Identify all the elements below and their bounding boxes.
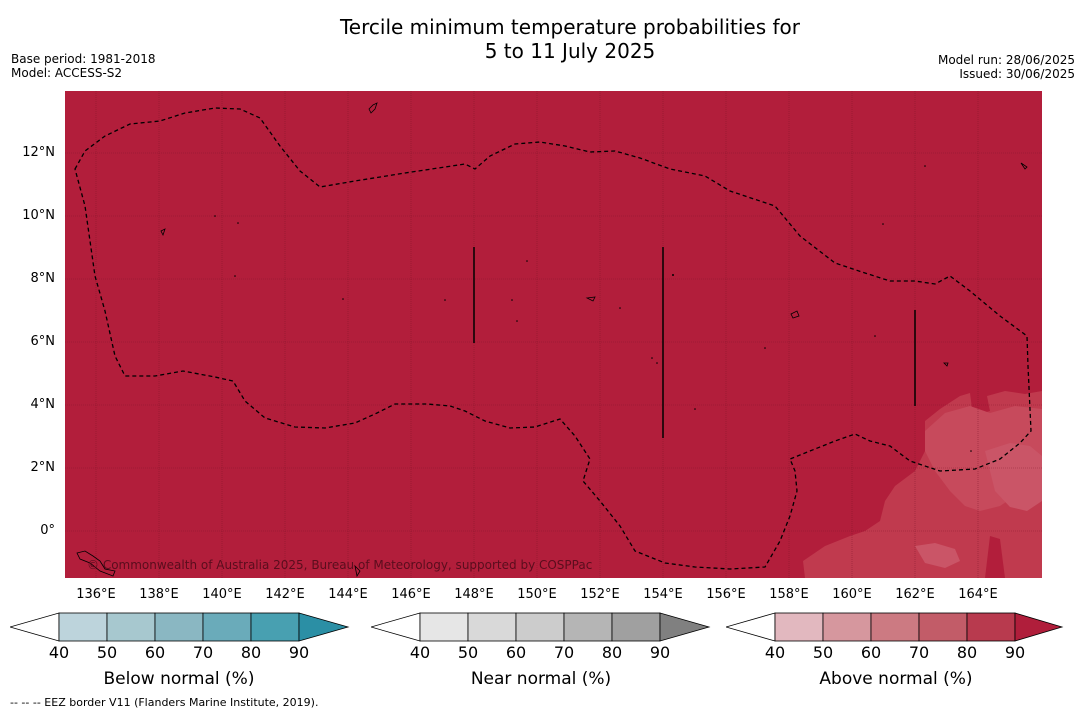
colorbar-tick: 60: [860, 643, 882, 662]
lon-label: 150°E: [517, 587, 557, 602]
forecast-map: © Commonwealth of Australia 2025, Bureau…: [65, 91, 1042, 578]
lat-label: 8°N: [30, 271, 56, 286]
colorbar-tick: 90: [288, 643, 310, 662]
colorbar-segment: [154, 612, 204, 642]
lon-label: 148°E: [454, 587, 494, 602]
colorbar-segment: [419, 612, 469, 642]
island-outlines: [76, 102, 1028, 578]
colorbar-segment: [467, 612, 517, 642]
colorbar-tick: 70: [908, 643, 930, 662]
lon-label: 164°E: [958, 587, 998, 602]
colorbar-near-normal: [371, 612, 711, 644]
lon-label: 146°E: [391, 587, 431, 602]
model-text: Model: ACCESS-S2: [11, 66, 123, 80]
lon-label: 160°E: [832, 587, 872, 602]
lon-label: 138°E: [139, 587, 179, 602]
eez-border: [74, 107, 1032, 570]
lat-label: 2°N: [30, 460, 56, 475]
lon-label: 162°E: [895, 587, 935, 602]
eez-footnote: -- -- -- EEZ border V11 (Flanders Marine…: [10, 696, 319, 709]
colorbar-segment: [298, 612, 350, 642]
colorbar-above-svg: [726, 612, 1064, 642]
colorbar-tick: 70: [553, 643, 575, 662]
lat-label: 12°N: [22, 145, 55, 160]
probability-patch: [915, 543, 960, 568]
lon-label: 154°E: [643, 587, 683, 602]
island-dots: [214, 165, 972, 452]
colorbar-tick: 80: [601, 643, 623, 662]
colorbar-tick: 60: [505, 643, 527, 662]
base-period-text: Base period: 1981-2018: [11, 52, 156, 66]
lat-label: 10°N: [22, 208, 55, 223]
colorbar-segment: [250, 612, 300, 642]
colorbar-below-svg: [10, 612, 350, 642]
colorbar-segment: [371, 612, 421, 642]
lat-label: 6°N: [30, 334, 56, 349]
lon-label: 152°E: [580, 587, 620, 602]
colorbar-segment: [10, 612, 60, 642]
lon-label: 156°E: [706, 587, 746, 602]
colorbar-tick: 50: [96, 643, 118, 662]
colorbar-tick: 50: [457, 643, 479, 662]
probability-patch: [985, 443, 1042, 511]
colorbar-segment: [822, 612, 872, 642]
colorbar-segment: [563, 612, 613, 642]
lat-label: 4°N: [30, 397, 56, 412]
colorbar-title-below: Below normal (%): [103, 669, 255, 689]
map-title-line2: 5 to 11 July 2025: [484, 39, 656, 63]
probability-patch: [985, 536, 1005, 578]
colorbar-tick: 40: [409, 643, 431, 662]
colorbar-tick: 90: [1004, 643, 1026, 662]
lon-label: 144°E: [328, 587, 368, 602]
colorbar-segment: [774, 612, 824, 642]
colorbar-tick: 70: [192, 643, 214, 662]
colorbar-tick: 80: [956, 643, 978, 662]
issued-text: Issued: 30/06/2025: [959, 67, 1075, 81]
model-run-text: Model run: 28/06/2025: [937, 53, 1075, 67]
colorbar-segment: [918, 612, 968, 642]
colorbar-title-above: Above normal (%): [819, 669, 973, 689]
colorbar-segment: [106, 612, 156, 642]
map-background: [65, 91, 1042, 578]
colorbar-segment: [202, 612, 252, 642]
colorbar-segment: [515, 612, 565, 642]
colorbar-segment: [659, 612, 711, 642]
map-title-line1: Tercile minimum temperature probabilitie…: [339, 15, 801, 39]
colorbar-below-normal: [10, 612, 350, 644]
copyright-text: © Commonwealth of Australia 2025, Bureau…: [87, 558, 593, 572]
colorbar-segment: [611, 612, 661, 642]
graticule: [65, 91, 1042, 578]
lon-label: 136°E: [76, 587, 116, 602]
colorbar-segment: [966, 612, 1016, 642]
colorbar-tick: 80: [240, 643, 262, 662]
colorbar-tick: 40: [764, 643, 786, 662]
colorbar-tick: 90: [649, 643, 671, 662]
lon-label: 142°E: [265, 587, 305, 602]
colorbar-segment: [1014, 612, 1064, 642]
colorbar-title-near: Near normal (%): [470, 669, 612, 689]
colorbar-tick: 60: [144, 643, 166, 662]
colorbar-segment: [58, 612, 108, 642]
lat-label: 0°: [40, 523, 55, 538]
lon-label: 158°E: [769, 587, 809, 602]
colorbar-above-normal: [726, 612, 1066, 644]
colorbar-segment: [870, 612, 920, 642]
colorbar-tick: 40: [48, 643, 70, 662]
colorbar-near-svg: [371, 612, 711, 642]
colorbar-tick: 50: [812, 643, 834, 662]
colorbar-segment: [726, 612, 776, 642]
lon-label: 140°E: [202, 587, 242, 602]
